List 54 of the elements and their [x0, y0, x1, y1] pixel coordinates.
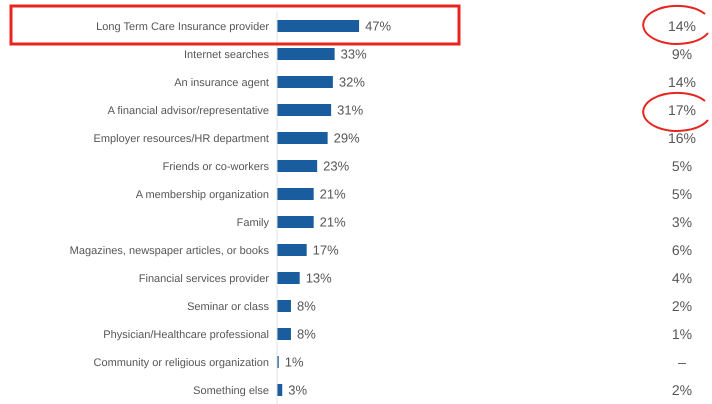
y-tick-label: Long Term Care Insurance provider	[96, 20, 270, 33]
text: 2%	[670, 297, 694, 315]
text: 3%	[670, 213, 694, 231]
data-label: 3%	[288, 382, 308, 398]
y-tick-label: Physician/Healthcare professional	[103, 328, 269, 341]
bar	[277, 188, 314, 200]
bar	[277, 76, 333, 88]
y-tick-label: Employer resources/HR department	[94, 132, 269, 145]
data-label: 17%	[312, 242, 340, 258]
data-label: 29%	[334, 130, 360, 146]
text: 14%	[666, 73, 698, 91]
text: 6%	[670, 241, 694, 259]
y-tick-label: Something else	[193, 384, 269, 397]
bar	[277, 244, 307, 256]
y-tick-label: An insurance agent	[174, 76, 269, 89]
y-tick-label: Internet searches	[184, 48, 270, 61]
y-tick-label: Magazines, newspaper articles, or books	[70, 244, 270, 257]
y-tick-label: Seminar or class	[187, 300, 270, 313]
y-tick-label: Financial services provider	[138, 272, 270, 285]
data-label: 23%	[323, 158, 350, 174]
bar	[277, 300, 291, 312]
text: –	[677, 353, 687, 371]
text: 1%	[670, 325, 694, 343]
text: 9%	[670, 45, 694, 63]
data-label: 1%	[284, 354, 304, 370]
bar	[277, 160, 318, 172]
text: 16%	[666, 129, 698, 147]
data-label: 8%	[296, 298, 316, 314]
data-label: 8%	[296, 326, 316, 342]
bar	[277, 272, 300, 284]
data-label: 33%	[340, 46, 368, 62]
data-label: 13%	[306, 270, 332, 286]
bar	[277, 20, 360, 32]
bar	[277, 104, 332, 116]
bar	[277, 216, 314, 228]
text: 17%	[666, 101, 698, 119]
text: 2%	[670, 381, 694, 399]
data-label: 21%	[320, 214, 346, 230]
y-tick-label: Friends or co-workers	[162, 160, 270, 173]
text: 4%	[670, 269, 694, 287]
bar	[277, 132, 328, 144]
bar	[277, 48, 335, 60]
y-tick-label: A membership organization	[136, 188, 269, 201]
y-tick-label: Family	[236, 216, 270, 229]
data-label: 31%	[337, 102, 364, 118]
y-tick-label: Community or religious organization	[94, 356, 269, 369]
text: 5%	[670, 157, 694, 175]
data-label: 21%	[320, 186, 346, 202]
y-tick-label: A financial advisor/representative	[108, 104, 269, 117]
bar	[277, 328, 291, 340]
data-label: 47%	[365, 18, 392, 34]
text: 5%	[670, 185, 694, 203]
data-label: 32%	[338, 74, 366, 90]
text: 14%	[666, 17, 698, 35]
